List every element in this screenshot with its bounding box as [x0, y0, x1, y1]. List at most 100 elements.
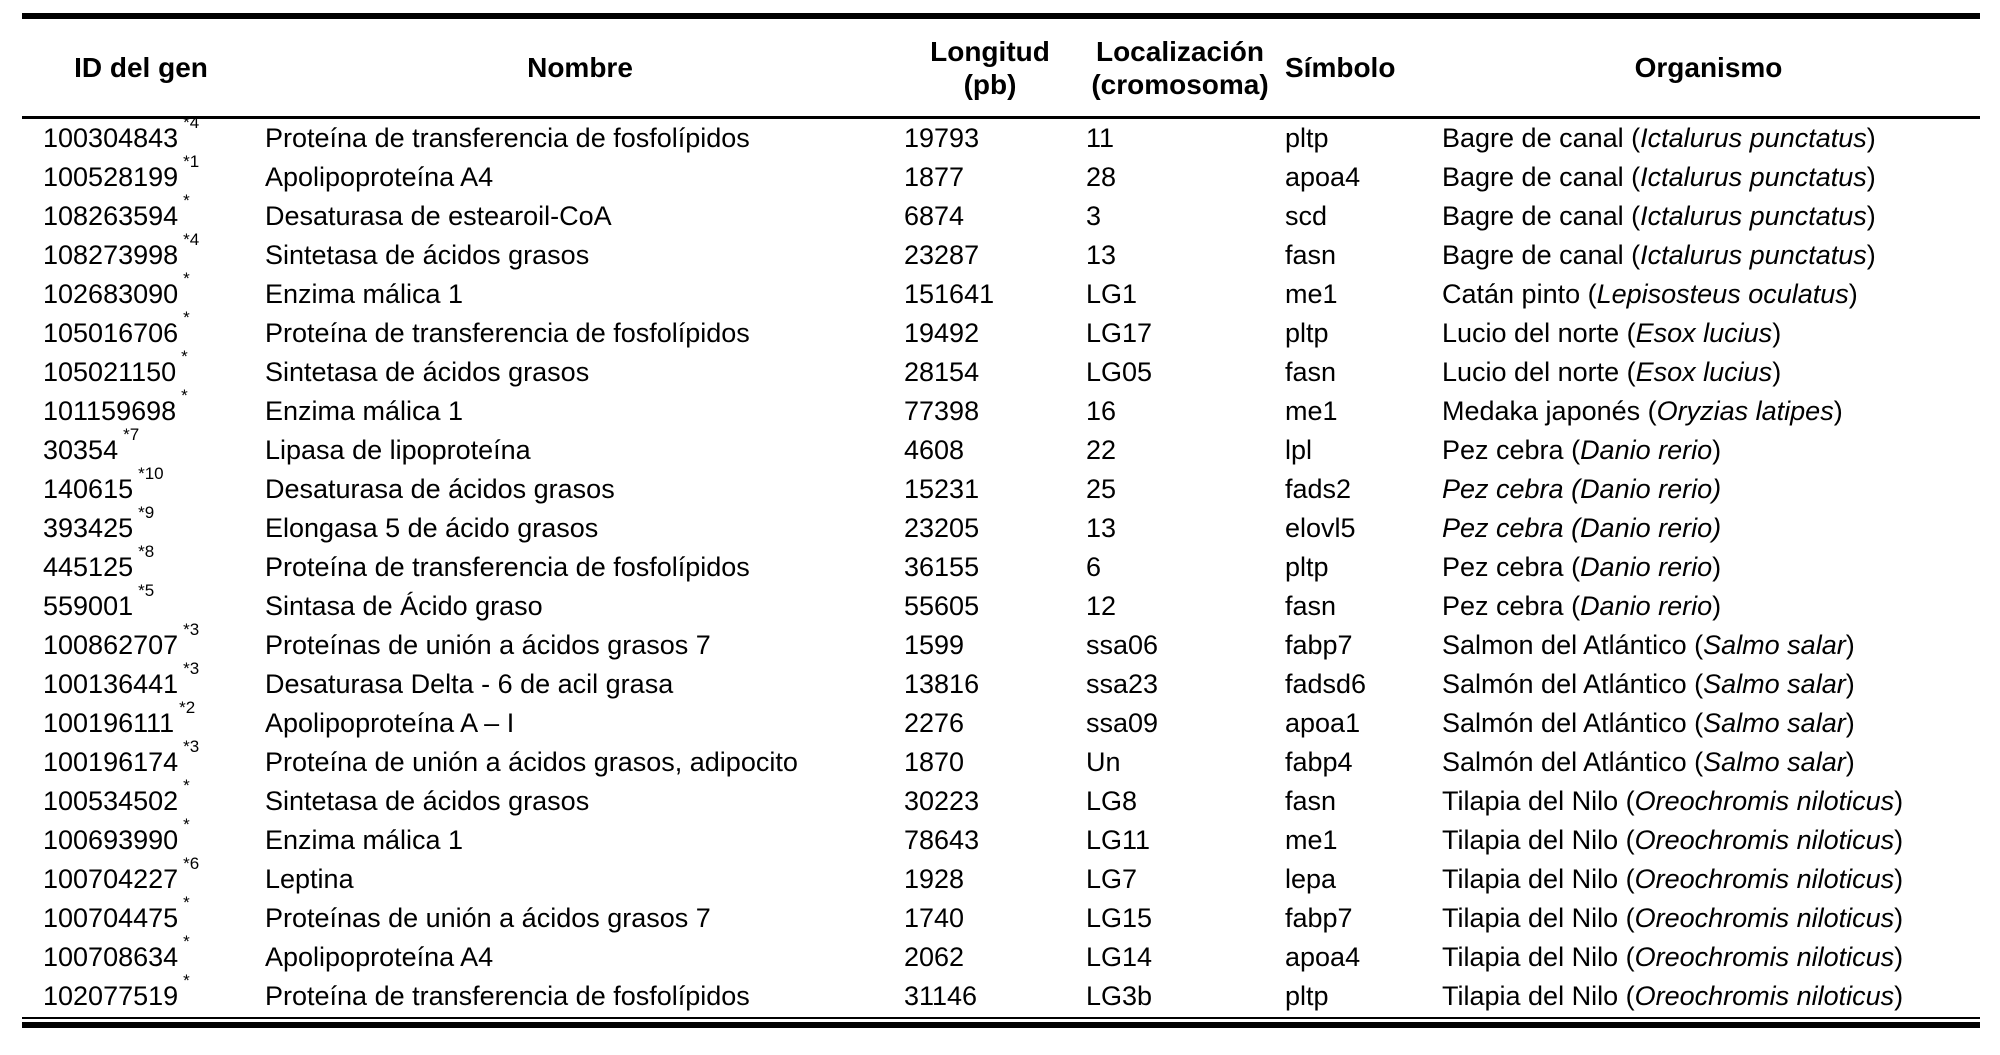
gene-name: Sintetasa de ácidos grasos: [265, 786, 590, 816]
gene-name: Elongasa 5 de ácido grasos: [265, 513, 599, 543]
gene-id: 100534502: [43, 786, 179, 816]
gene-id-cell: 140615*10: [22, 465, 260, 509]
gene-name: Enzima málica 1: [265, 396, 464, 426]
organism: Salmon del Atlántico (Salmo salar): [1437, 626, 1980, 665]
gene-id-footnote: *2: [179, 698, 196, 717]
table-header-row: ID del gen Nombre Longitud (pb) Localiza…: [22, 16, 1980, 119]
gene-id: 100304843: [43, 123, 179, 153]
gene-id: 100196174: [43, 747, 179, 777]
gene-id-footnote: *7: [123, 425, 140, 444]
gene-id-footnote: *4: [183, 230, 200, 249]
gene-length: 1740: [904, 903, 965, 933]
gene-id: 108273998: [43, 240, 179, 270]
gene-name: Leptina: [265, 864, 354, 894]
gene-id-footnote: *9: [138, 503, 155, 522]
organism-common-name: Pez cebra (: [1442, 591, 1581, 621]
gene-name: Proteína de transferencia de fosfolípido…: [265, 981, 750, 1011]
bottom-rule-gap: [22, 1019, 1980, 1022]
gene-symbol: fads2: [1285, 474, 1352, 504]
gene-symbol: pltp: [1285, 318, 1329, 348]
organism-closing-paren: ): [1772, 357, 1782, 387]
table-row: 100136441*3 Desaturasa Delta - 6 de acil…: [22, 660, 1980, 704]
table-row: 108273998*4 Sintetasa de ácidos grasos 2…: [22, 231, 1980, 275]
table-row: 105021150* Sintetasa de ácidos grasos 28…: [22, 348, 1980, 392]
organism-scientific-name: Salmo salar: [1703, 669, 1846, 699]
gene-symbol: lepa: [1285, 864, 1337, 894]
gene-id: 100704227: [43, 864, 179, 894]
organism-scientific-name: Oreochromis niloticus: [1634, 825, 1895, 855]
gene-id-footnote: *6: [183, 854, 200, 873]
col-header-length-line1: Longitud: [930, 35, 1050, 67]
gene-name: Apolipoproteína A – I: [265, 708, 515, 738]
gene-location: LG14: [1086, 942, 1153, 972]
organism: Lucio del norte (Esox lucius): [1437, 353, 1980, 392]
gene-name: Apolipoproteína A4: [265, 162, 494, 192]
col-header-symbol-label: Símbolo: [1285, 52, 1396, 83]
organism-common-name: Bagre de canal (: [1442, 240, 1641, 270]
organism-common-name: Pez cebra (: [1442, 435, 1581, 465]
gene-name: Proteína de transferencia de fosfolípido…: [265, 318, 750, 348]
table-row: 140615*10 Desaturasa de ácidos grasos 15…: [22, 465, 1980, 509]
gene-length: 28154: [904, 357, 980, 387]
bottom-rule-thin-line: [22, 1017, 1980, 1019]
gene-id-cell: 100196111*2: [22, 699, 260, 743]
organism-scientific-name: Danio rerio: [1580, 591, 1713, 621]
organism-scientific-name: Oreochromis niloticus: [1634, 981, 1895, 1011]
gene-table: ID del gen Nombre Longitud (pb) Localiza…: [22, 13, 1980, 1016]
organism: Tilapia del Nilo (Oreochromis niloticus): [1437, 821, 1980, 860]
gene-id: 100708634: [43, 942, 179, 972]
gene-symbol: fabp4: [1285, 747, 1353, 777]
organism-closing-paren: ): [1845, 747, 1855, 777]
gene-name: Lipasa de lipoproteína: [265, 435, 531, 465]
col-header-name-label: Nombre: [527, 52, 633, 83]
gene-location: 12: [1086, 591, 1117, 621]
gene-id: 105016706: [43, 318, 179, 348]
gene-symbol: fabp7: [1285, 630, 1353, 660]
organism: Salmón del Atlántico (Salmo salar): [1437, 743, 1980, 782]
col-header-location-line1: Localización: [1095, 35, 1265, 67]
col-header-name: Nombre: [260, 16, 900, 119]
organism: Lucio del norte (Esox lucius): [1437, 314, 1980, 353]
gene-length: 23287: [904, 240, 980, 270]
organism-closing-paren: ): [1845, 669, 1855, 699]
organism: Tilapia del Nilo (Oreochromis niloticus): [1437, 977, 1980, 1016]
gene-id-footnote: *3: [183, 620, 200, 639]
organism: Tilapia del Nilo (Oreochromis niloticus): [1437, 899, 1980, 938]
gene-length: 6874: [904, 201, 965, 231]
organism-common-name: Lucio del norte (: [1442, 357, 1636, 387]
table-row: 559001*5 Sintasa de Ácido graso 55605 12…: [22, 582, 1980, 626]
gene-name: Sintasa de Ácido graso: [265, 591, 543, 621]
organism-common-name: Bagre de canal (: [1442, 162, 1641, 192]
organism-closing-paren: ): [1712, 474, 1722, 504]
organism-scientific-name: Ictalurus punctatus: [1640, 201, 1867, 231]
organism: Medaka japonés (Oryzias latipes): [1437, 392, 1980, 431]
gene-symbol: lpl: [1285, 435, 1313, 465]
gene-length: 1870: [904, 747, 965, 777]
gene-id-cell: 559001*5: [22, 582, 260, 626]
gene-symbol: apoa1: [1285, 708, 1361, 738]
organism-common-name: Salmon del Atlántico (: [1442, 630, 1704, 660]
table-bottom-rule: [22, 1017, 1980, 1028]
gene-symbol: pltp: [1285, 123, 1329, 153]
bottom-rule-thick-line: [22, 1022, 1980, 1028]
gene-id: 445125: [43, 552, 134, 582]
organism-closing-paren: ): [1833, 396, 1843, 426]
gene-id-footnote: *: [183, 308, 190, 327]
organism-closing-paren: ): [1866, 240, 1876, 270]
gene-location: 28: [1086, 162, 1117, 192]
gene-length: 1877: [904, 162, 965, 192]
table-row: 100862707*3 Proteínas de unión a ácidos …: [22, 621, 1980, 665]
gene-id-cell: 100862707*3: [22, 621, 260, 665]
organism: Bagre de canal (Ictalurus punctatus): [1437, 118, 1980, 159]
gene-name: Proteína de transferencia de fosfolípido…: [265, 552, 750, 582]
gene-length: 30223: [904, 786, 980, 816]
gene-symbol: apoa4: [1285, 162, 1361, 192]
gene-length: 1599: [904, 630, 965, 660]
gene-id-footnote: *5: [138, 581, 155, 600]
table-row: 100693990* Enzima málica 1 78643 LG11 me…: [22, 816, 1980, 860]
gene-id-cell: 100304843*4: [22, 114, 260, 159]
table-row: 393425*9 Elongasa 5 de ácido grasos 2320…: [22, 504, 1980, 548]
gene-table-container: ID del gen Nombre Longitud (pb) Localiza…: [22, 13, 1980, 1028]
gene-symbol: me1: [1285, 825, 1338, 855]
gene-name: Desaturasa de ácidos grasos: [265, 474, 615, 504]
